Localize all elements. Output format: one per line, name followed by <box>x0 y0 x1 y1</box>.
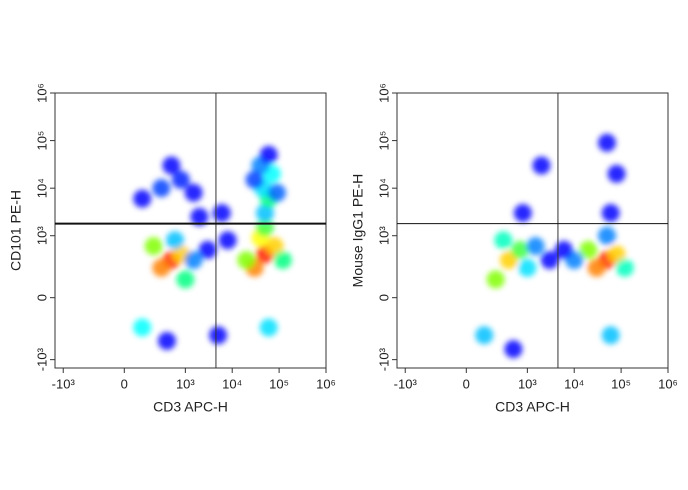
event-point <box>615 258 634 277</box>
y-tick-label: -10³ <box>34 347 49 371</box>
event-point <box>152 258 171 277</box>
event-point <box>198 240 217 259</box>
x-tick-label: 10⁶ <box>658 376 678 391</box>
y-tick-label: 0 <box>34 294 49 301</box>
y-axis-label: CD101 PE-H <box>8 190 24 271</box>
event-point <box>607 245 626 264</box>
event-point <box>518 258 537 277</box>
y-axis-label: Mouse IgG1 PE-H <box>350 174 366 288</box>
event-point <box>504 340 523 359</box>
event-point <box>166 231 185 250</box>
event-point <box>259 318 278 337</box>
event-point <box>601 204 620 223</box>
event-point <box>579 240 598 259</box>
event-point <box>601 326 620 345</box>
plot-points <box>475 133 634 359</box>
y-tick-label: 10⁵ <box>376 131 391 151</box>
event-point <box>133 318 152 337</box>
event-point <box>526 237 545 256</box>
event-point <box>597 133 616 152</box>
event-point <box>267 183 286 202</box>
y-tick-label: 10⁴ <box>34 178 49 198</box>
x-tick-label: 10⁴ <box>222 376 242 391</box>
event-point <box>607 164 626 183</box>
event-point <box>255 204 274 223</box>
event-point <box>245 170 264 189</box>
event-point <box>157 331 176 350</box>
plot-points <box>133 145 292 350</box>
event-point <box>513 204 532 223</box>
plot-frame <box>54 92 327 369</box>
event-point <box>133 189 152 208</box>
event-point <box>532 156 551 175</box>
x-tick-label: -10³ <box>52 376 76 391</box>
y-tick-label: 10⁴ <box>376 178 391 198</box>
y-tick-label: 10⁶ <box>34 83 49 103</box>
event-point <box>237 251 256 270</box>
event-point <box>152 179 171 198</box>
x-tick-label: 0 <box>121 376 128 391</box>
plot-frame <box>396 92 669 369</box>
x-tick-label: 10³ <box>176 376 195 391</box>
event-point <box>494 231 513 250</box>
event-point <box>554 240 573 259</box>
x-tick-label: -10³ <box>394 376 418 391</box>
y-tick-label: 10⁶ <box>376 83 391 103</box>
event-point <box>162 156 181 175</box>
event-point <box>190 207 209 226</box>
event-point <box>259 145 278 164</box>
event-point <box>486 270 505 289</box>
x-axis-label: CD3 APC-H <box>153 399 228 415</box>
y-tick-label: -10³ <box>376 347 391 371</box>
x-tick-label: 10⁶ <box>316 376 336 391</box>
y-tick-label: 10³ <box>34 226 49 245</box>
event-point <box>218 231 237 250</box>
x-tick-label: 10⁵ <box>611 376 631 391</box>
event-point <box>171 170 190 189</box>
event-point <box>184 251 203 270</box>
event-point <box>265 237 284 256</box>
event-point <box>212 204 231 223</box>
x-tick-label: 10³ <box>518 376 537 391</box>
y-tick-label: 10⁵ <box>34 131 49 151</box>
x-tick-label: 10⁵ <box>269 376 289 391</box>
event-point <box>511 240 530 259</box>
event-point <box>184 183 203 202</box>
event-point <box>597 226 616 245</box>
x-axis-label: CD3 APC-H <box>495 399 570 415</box>
x-tick-label: 10⁴ <box>564 376 584 391</box>
event-point <box>587 258 606 277</box>
y-tick-label: 0 <box>376 294 391 301</box>
event-point <box>475 326 494 345</box>
event-point <box>273 251 292 270</box>
x-tick-label: 0 <box>463 376 470 391</box>
y-tick-label: 10³ <box>376 226 391 245</box>
event-point <box>209 326 228 345</box>
event-point <box>540 251 559 270</box>
event-point <box>144 237 163 256</box>
event-point <box>176 270 195 289</box>
